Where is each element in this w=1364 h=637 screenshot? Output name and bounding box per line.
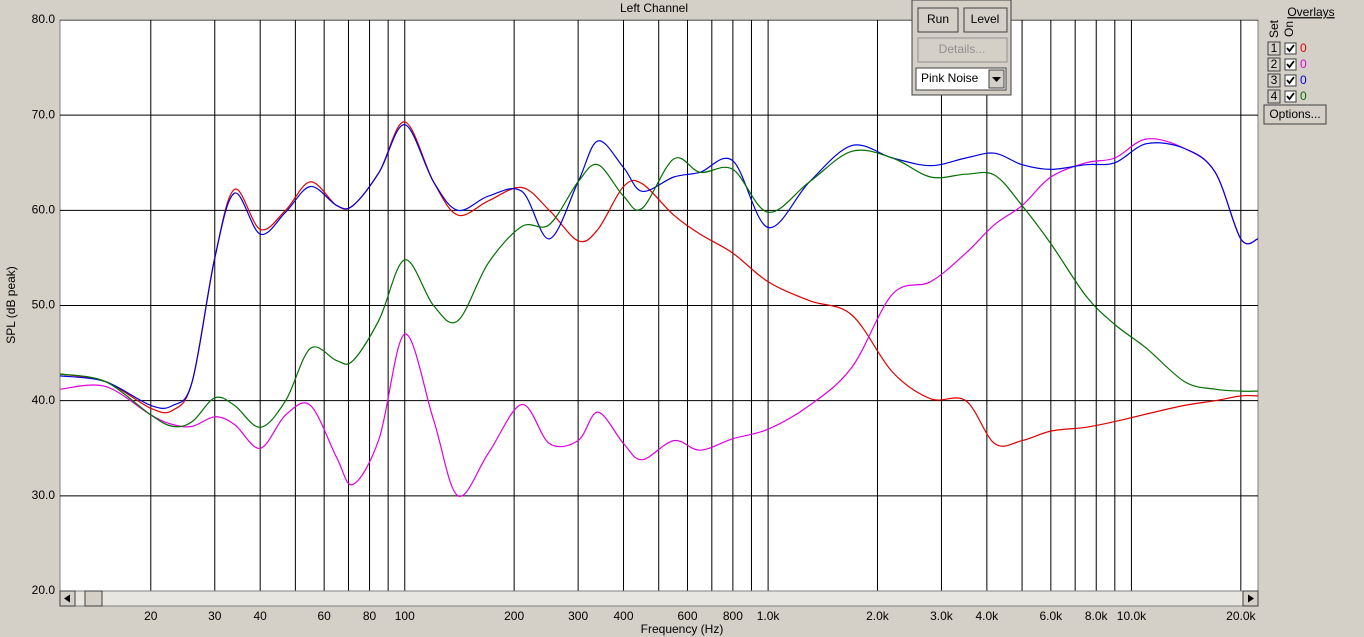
signal-dropdown[interactable] [915, 67, 1007, 91]
x-tick-label: 60 [317, 609, 331, 623]
run-button[interactable] [917, 7, 959, 33]
y-tick-label: 20.0 [32, 583, 56, 597]
chart-title: Left Channel [620, 1, 688, 15]
x-tick-label: 8.0k [1085, 609, 1109, 623]
x-tick-label: 2.0k [866, 609, 890, 623]
set-number: 3 [1271, 73, 1278, 87]
arrow-icon [1248, 594, 1254, 603]
level-label: Level [971, 12, 1000, 26]
y-tick-label: 30.0 [32, 488, 56, 502]
x-tick-label: 1.0k [757, 609, 781, 623]
x-tick-label: 6.0k [1039, 609, 1063, 623]
x-tick-label: 30 [208, 609, 222, 623]
run-label: Run [927, 12, 949, 26]
scroll-thumb[interactable] [84, 590, 103, 607]
set-button[interactable] [1267, 41, 1281, 56]
set-button[interactable] [1267, 57, 1281, 72]
x-tick-label: 4.0k [976, 609, 1000, 623]
y-tick-label: 70.0 [32, 107, 56, 121]
curve [60, 138, 1258, 497]
curve [60, 149, 1258, 428]
overlay-rows: 1 0 2 0 3 0 4 0 [1267, 41, 1307, 104]
overlays-title[interactable]: Overlays [1287, 5, 1334, 19]
options-label: Options... [1269, 107, 1320, 121]
arrow-icon [64, 594, 70, 603]
y-tick-label: 60.0 [32, 203, 56, 217]
details-label: Details... [939, 42, 986, 56]
overlay-value: 0 [1300, 73, 1307, 87]
grid [60, 20, 1258, 591]
y-tick-label: 40.0 [32, 393, 56, 407]
x-tick-label: 80 [363, 609, 377, 623]
x-tick-label: 100 [395, 609, 415, 623]
y-tick-label: 50.0 [32, 298, 56, 312]
overlay-value: 0 [1300, 57, 1307, 71]
x-tick-label: 10.0k [1117, 609, 1147, 623]
curves [60, 121, 1258, 497]
x-axis-label: Frequency (Hz) [641, 622, 724, 636]
x-tick-label: 20 [144, 609, 158, 623]
scrollbar[interactable] [59, 590, 1259, 607]
check-mark [1286, 44, 1295, 53]
details-button [917, 37, 1008, 63]
curve [60, 121, 1258, 447]
x-tick-label: 400 [613, 609, 633, 623]
curve [60, 124, 1258, 409]
arrow-icon [992, 77, 1001, 82]
y-tick-label: 80.0 [32, 12, 56, 26]
overlay-value: 0 [1300, 89, 1307, 103]
set-number: 2 [1271, 57, 1278, 71]
y-axis-label: SPL (dB peak) [4, 266, 18, 344]
signal-label: Pink Noise [921, 71, 979, 85]
x-tick-label: 20.0k [1226, 609, 1256, 623]
check-mark [1286, 92, 1295, 101]
set-number: 1 [1271, 41, 1278, 55]
ticks: 20.0 30.0 40.0 50.0 60.0 70.0 80.0 20 30 40 60 80 10… [32, 12, 1257, 623]
level-button[interactable] [963, 7, 1008, 33]
options-button[interactable] [1263, 104, 1327, 125]
x-tick-label: 800 [723, 609, 743, 623]
set-button[interactable] [1267, 89, 1281, 104]
x-tick-label: 200 [504, 609, 524, 623]
x-tick-label: 600 [677, 609, 697, 623]
set-button[interactable] [1267, 73, 1281, 88]
set-header: Set [1267, 19, 1281, 38]
set-number: 4 [1271, 89, 1278, 103]
x-tick-label: 40 [253, 609, 267, 623]
check-mark [1286, 76, 1295, 85]
on-header: On [1282, 21, 1296, 37]
x-tick-label: 300 [568, 609, 588, 623]
check-mark [1286, 60, 1295, 69]
overlay-value: 0 [1300, 41, 1307, 55]
x-tick-label: 3.0k [930, 609, 954, 623]
